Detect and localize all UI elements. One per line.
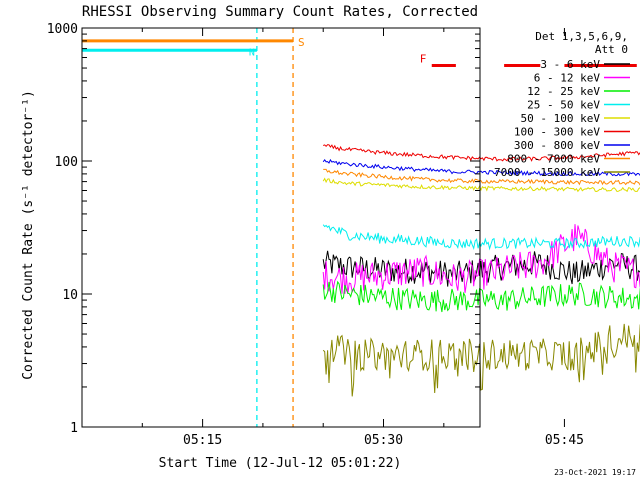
x-axis-label: Start Time (12-Jul-12 05:01:22)	[159, 456, 402, 471]
legend-header-0: Det 1,3,5,6,9,	[535, 30, 628, 43]
plot-area: S N F	[82, 28, 640, 427]
x-tick-label-2: 05:45	[545, 433, 584, 448]
x-tick-label-1: 05:30	[364, 433, 403, 448]
y-tick-label-2: 100	[55, 155, 78, 170]
series-line-2	[322, 280, 640, 313]
legend-header-1: Att 0	[595, 43, 628, 56]
x-tick-label-0: 05:15	[183, 433, 222, 448]
flare-label: F	[420, 52, 427, 65]
night-label: N	[249, 47, 255, 58]
series-line-3	[322, 224, 640, 251]
legend-label-5: 100 - 300 keV	[514, 126, 600, 139]
legend-label-1: 6 - 12 keV	[534, 72, 601, 85]
legend-label-4: 50 - 100 keV	[521, 112, 601, 125]
series-line-8	[322, 323, 640, 397]
footer-timestamp: 23-Oct-2021 19:17	[554, 468, 636, 477]
series-line-4	[322, 177, 640, 193]
series-line-5	[323, 144, 640, 162]
series-line-1	[322, 224, 640, 294]
legend-label-6: 300 - 800 keV	[514, 139, 600, 152]
series-line-6	[322, 158, 640, 177]
legend-label-3: 25 - 50 keV	[527, 99, 600, 112]
y-tick-label-3: 1000	[47, 22, 78, 37]
saa-label: S	[298, 36, 305, 49]
legend-label-0: 3 - 6 keV	[540, 58, 600, 71]
y-tick-label-0: 1	[70, 421, 78, 436]
series-line-7	[323, 168, 640, 186]
legend-label-7: 800 - 7000 keV	[507, 153, 600, 166]
y-axis-label: Corrected Count Rate (s⁻¹ detector⁻¹)	[21, 90, 36, 380]
plot-frame	[81, 27, 481, 428]
series-line-0	[322, 250, 640, 287]
y-tick-label-1: 10	[62, 288, 78, 303]
legend-label-2: 12 - 25 keV	[527, 85, 600, 98]
legend-label-8: 7000 - 15000 keV	[494, 166, 600, 179]
chart-title: RHESSI Observing Summary Count Rates, Co…	[82, 4, 478, 20]
